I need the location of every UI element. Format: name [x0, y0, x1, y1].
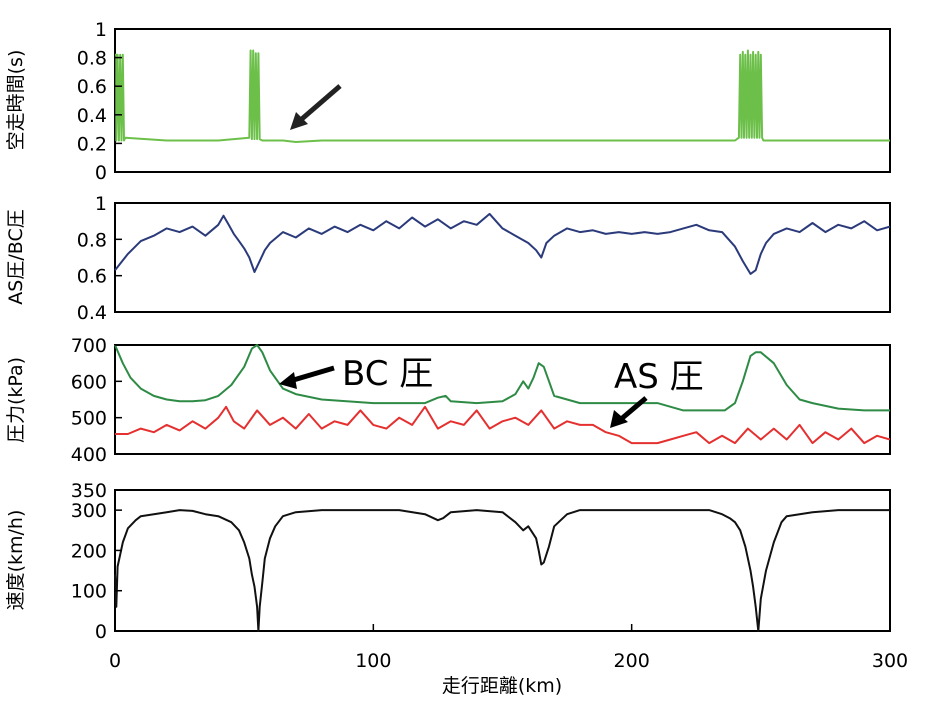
x-tick-label: 0 — [109, 650, 121, 672]
y-axis-label: 空走時間(s) — [5, 50, 27, 151]
x-tick-label: 100 — [355, 650, 391, 672]
annotation-text: BC 圧 — [342, 354, 433, 394]
panel-frame — [114, 344, 891, 455]
y-axis-label: 圧力(kPa) — [5, 357, 27, 443]
series-group — [115, 49, 890, 143]
y-axis-label: AS圧/BC圧 — [5, 209, 27, 304]
annotation-as: AS 圧 — [610, 357, 704, 428]
y-tick-label: 200 — [71, 540, 107, 562]
y-axis-label: 速度(km/h) — [5, 510, 27, 611]
annotation-arrowhead — [290, 112, 308, 130]
annotation-arrow — [618, 396, 648, 422]
annotation-bc: BC 圧 — [279, 354, 433, 394]
y-tick-label: 0.8 — [77, 229, 107, 251]
annotation-arrow — [289, 365, 335, 384]
series-line — [115, 49, 890, 143]
x-axis-label: 走行距離(km) — [442, 675, 562, 697]
annotation-arrow — [294, 84, 342, 126]
y-tick-label: 0.8 — [77, 48, 107, 70]
y-tick-label: 0.6 — [77, 76, 107, 98]
y-tick-label: 300 — [71, 500, 107, 522]
panel-idle-time: 0 0.2 0.4 0.6 0.8 1 空走時間(s) — [5, 19, 891, 184]
panel-frame — [114, 28, 891, 173]
y-ticks: 400 500 600 700 — [71, 335, 122, 466]
series-line — [115, 405, 891, 445]
y-tick-label: 500 — [71, 408, 107, 430]
panel-frame — [114, 489, 891, 632]
annotation-arrowhead — [279, 372, 297, 389]
panel-pressure-ratio: 0.4 0.6 0.8 1 AS圧/BC圧 — [5, 193, 891, 324]
y-tick-label: 400 — [71, 444, 107, 466]
series-group — [114, 509, 890, 632]
y-tick-label: 0.2 — [77, 133, 107, 155]
y-tick-label: 1 — [95, 193, 107, 215]
y-tick-label: 0.4 — [77, 302, 107, 324]
y-ticks: 0 0.2 0.4 0.6 0.8 1 — [77, 19, 122, 184]
y-tick-label: 0 — [95, 162, 107, 184]
x-tick-label: 200 — [614, 650, 650, 672]
annotation-arrowhead — [610, 410, 628, 428]
y-tick-label: 100 — [71, 581, 107, 603]
y-tick-label: 0.6 — [77, 266, 107, 288]
annotation-fast-idle — [290, 84, 342, 130]
annotation-text: AS 圧 — [614, 357, 704, 397]
y-tick-label: 1 — [95, 19, 107, 41]
series-group — [114, 344, 891, 445]
series-group — [114, 212, 891, 275]
panel-frame — [114, 202, 891, 313]
series-line — [114, 509, 890, 632]
y-ticks: 0.4 0.6 0.8 1 — [77, 193, 122, 324]
series-line — [114, 212, 891, 275]
y-tick-label: 700 — [71, 335, 107, 357]
panel-pressure: 400 500 600 700 圧力(kPa) BC 圧 AS 圧 — [5, 335, 891, 466]
y-tick-label: 0 — [95, 621, 107, 643]
y-tick-label: 0.4 — [77, 105, 107, 127]
y-tick-label: 350 — [71, 480, 107, 502]
series-line — [114, 344, 890, 412]
x-ticks: 0 100 200 300 — [109, 624, 908, 672]
x-tick-label: 300 — [872, 650, 908, 672]
y-tick-label: 600 — [71, 371, 107, 393]
